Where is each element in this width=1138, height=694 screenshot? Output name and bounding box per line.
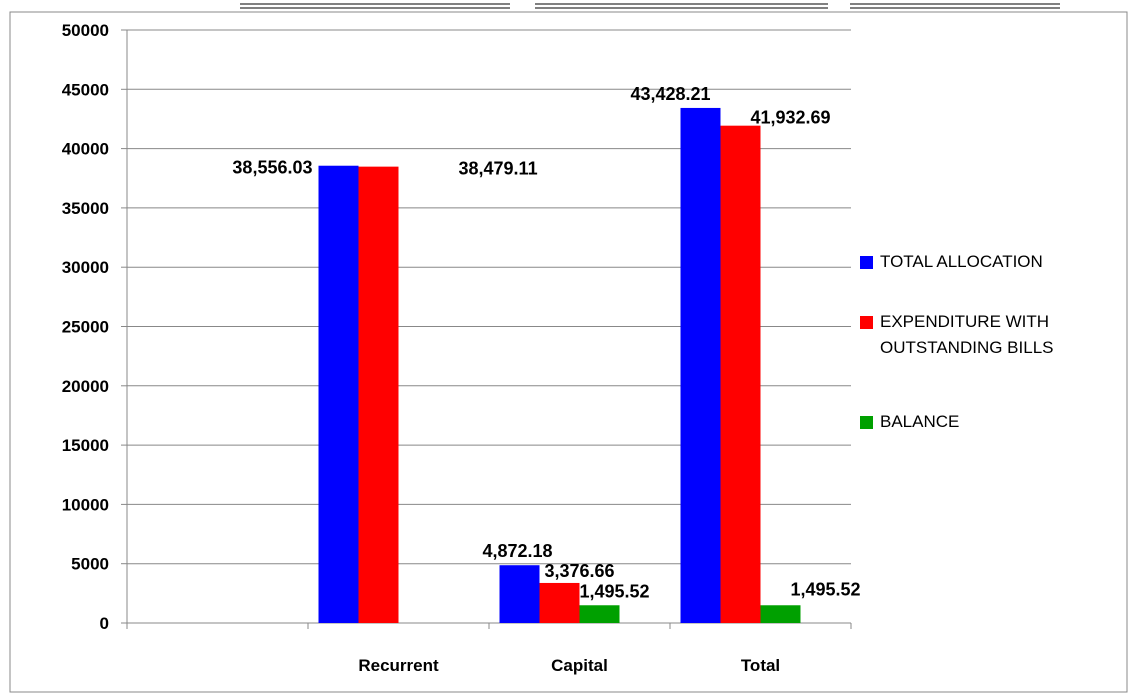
legend-label: EXPENDITURE WITH OUTSTANDING BILLS xyxy=(880,312,1054,357)
x-tick-label: Recurrent xyxy=(358,656,439,675)
value-label: 1,495.52 xyxy=(791,579,861,599)
top-rules xyxy=(240,3,1060,9)
y-tick-label: 30000 xyxy=(62,258,109,277)
x-tick-label: Capital xyxy=(551,656,608,675)
legend-swatch xyxy=(860,316,873,329)
y-tick-label: 25000 xyxy=(62,318,109,337)
bar xyxy=(579,605,620,623)
bar xyxy=(539,582,580,623)
y-tick-label: 5000 xyxy=(71,555,109,574)
y-tick-label: 35000 xyxy=(62,199,109,218)
frame xyxy=(9,11,1128,693)
bar xyxy=(358,166,399,623)
legend-swatch xyxy=(860,416,873,429)
legend-label: BALANCE xyxy=(880,412,960,431)
y-tick-label: 0 xyxy=(100,614,109,633)
legend-label: TOTAL ALLOCATION xyxy=(880,252,1043,271)
value-label: 41,932.69 xyxy=(750,108,830,128)
x-tick-label: Total xyxy=(741,656,780,675)
value-label: 4,872.18 xyxy=(482,541,552,561)
y-tick-label: 15000 xyxy=(62,436,109,455)
value-label: 3,376.66 xyxy=(544,561,614,581)
y-tick-label: 50000 xyxy=(62,21,109,40)
bar xyxy=(760,605,801,623)
value-label: 38,556.03 xyxy=(232,158,312,178)
y-tick-label: 45000 xyxy=(62,80,109,99)
bar xyxy=(499,565,540,623)
y-tick-label: 20000 xyxy=(62,377,109,396)
legend-swatch xyxy=(860,256,873,269)
y-tick-label: 10000 xyxy=(62,495,109,514)
value-label: 43,428.21 xyxy=(630,84,710,104)
value-label: 1,495.52 xyxy=(580,581,650,601)
value-label: 38,479.11 xyxy=(459,159,538,179)
bar xyxy=(318,165,359,624)
bar xyxy=(720,125,761,624)
bar xyxy=(680,107,721,624)
y-tick-label: 40000 xyxy=(62,140,109,159)
